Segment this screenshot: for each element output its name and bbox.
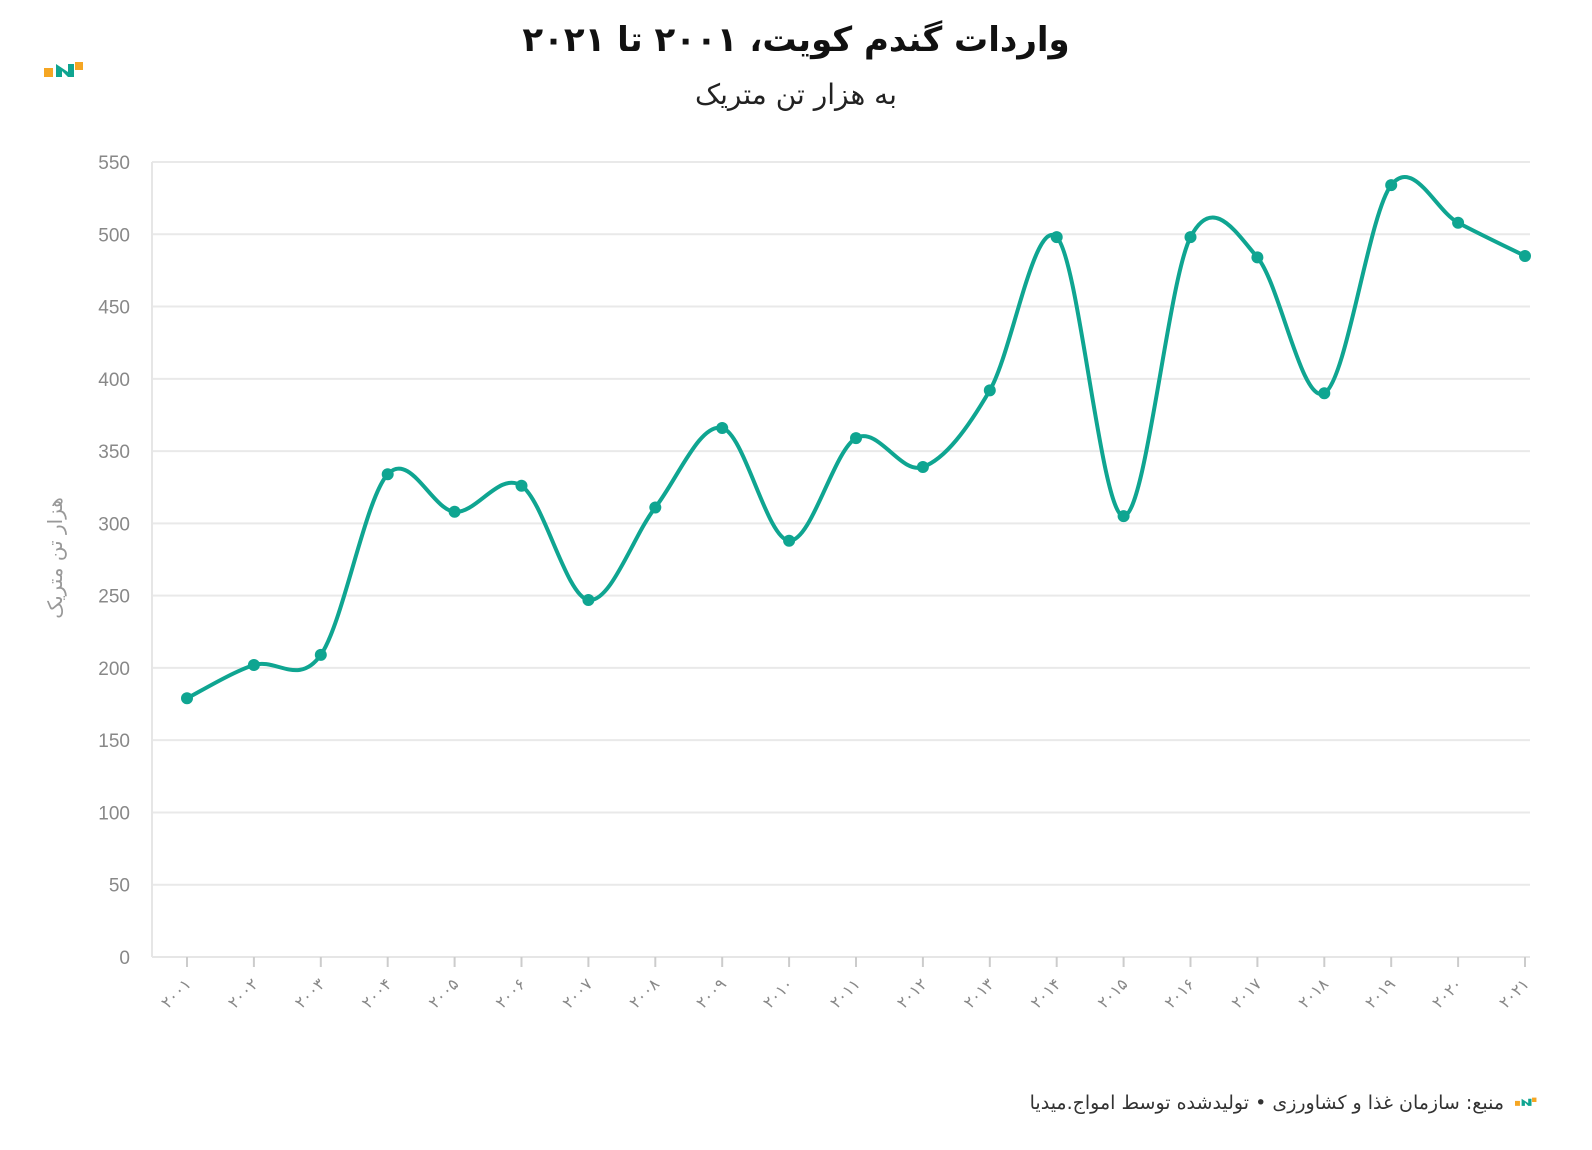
- y-tick-label: 100: [98, 803, 130, 824]
- x-tick-label: ۲۰۰۷: [558, 974, 596, 1012]
- chart-title: واردات گندم کویت، ۲۰۰۱ تا ۲۰۲۱: [522, 20, 1070, 60]
- x-tick-label: ۲۰۲۰: [1428, 974, 1466, 1012]
- x-tick-label: ۲۰۱۰: [759, 974, 797, 1012]
- data-point[interactable]: [181, 692, 193, 705]
- data-point[interactable]: [1385, 179, 1398, 192]
- x-tick-label: ۲۰۱۶: [1161, 974, 1199, 1012]
- x-axis: ۲۰۰۱ ۲۰۰۲ ۲۰۰۳ ۲۰۰۴ ۲۰۰۵ ۲۰۰۶ ۲۰۰۷ ۲۰۰۸ ۲۰۰۹ ۲۰۱۰…: [157, 957, 1533, 1012]
- data-point[interactable]: [448, 505, 461, 518]
- data-point[interactable]: [1117, 510, 1130, 523]
- data-point[interactable]: [916, 460, 929, 473]
- x-tick-label: ۲۰۰۶: [492, 974, 530, 1012]
- y-tick-label: 500: [98, 225, 130, 246]
- data-point[interactable]: [850, 432, 862, 445]
- y-tick-label: 400: [98, 370, 130, 391]
- data-point[interactable]: [1251, 251, 1264, 264]
- x-tick-label: ۲۰۰۸: [625, 974, 663, 1012]
- data-point[interactable]: [314, 648, 327, 661]
- x-tick-label: ۲۰۱۵: [1094, 974, 1132, 1012]
- x-tick-label: ۲۰۱۸: [1294, 974, 1332, 1012]
- x-tick-label: ۲۰۰۴: [358, 974, 396, 1012]
- data-point[interactable]: [1452, 216, 1465, 229]
- data-point[interactable]: [1318, 387, 1331, 400]
- footer-logo-icon: [1515, 1097, 1537, 1106]
- series-line: [185, 175, 1527, 701]
- gridlines: [151, 161, 1530, 958]
- data-point[interactable]: [247, 659, 260, 672]
- x-tick-label: ۲۰۲۱: [1495, 974, 1533, 1012]
- x-tick-label: ۲۰۱۱: [826, 974, 864, 1012]
- data-point[interactable]: [783, 534, 796, 547]
- data-point[interactable]: [1519, 249, 1531, 262]
- x-tick-label: ۲۰۰۹: [692, 974, 730, 1012]
- x-tick-label: ۲۰۱۳: [960, 974, 998, 1012]
- x-tick-label: ۲۰۱۹: [1361, 974, 1399, 1012]
- y-tick-label: 450: [98, 298, 130, 319]
- source-note: منبع: سازمان غذا و کشاورزی • تولیدشده تو…: [1029, 1092, 1504, 1114]
- y-tick-label: 150: [98, 731, 130, 752]
- data-point[interactable]: [716, 421, 729, 434]
- y-tick-label: 250: [98, 587, 130, 608]
- y-axis-title: هزار تن متریک: [43, 497, 67, 619]
- x-tick-label: ۲۰۰۵: [425, 974, 463, 1012]
- data-point[interactable]: [1184, 231, 1197, 244]
- data-point[interactable]: [983, 384, 996, 397]
- x-tick-label: ۲۰۰۳: [291, 974, 329, 1012]
- x-tick-label: ۲۰۰۱: [157, 974, 195, 1012]
- chart-subtitle: به هزار تن متریک: [695, 78, 897, 111]
- y-tick-label: 550: [98, 153, 130, 174]
- brand-logo-icon: [44, 62, 83, 77]
- y-tick-label: 200: [98, 659, 130, 680]
- y-tick-label: 50: [109, 876, 130, 897]
- x-tick-label: ۲۰۱۷: [1227, 974, 1265, 1012]
- y-tick-label: 0: [119, 948, 130, 969]
- y-tick-label: 300: [98, 514, 130, 535]
- y-tick-label: 350: [98, 442, 130, 463]
- data-point[interactable]: [381, 468, 394, 481]
- data-point[interactable]: [515, 479, 528, 492]
- series-points: [181, 179, 1531, 705]
- x-tick-label: ۲۰۰۲: [224, 974, 262, 1012]
- y-axis-ticks: 0 50 100 150 200 250 300 350 400 450 500 550: [98, 153, 130, 969]
- x-tick-label: ۲۰۱۲: [893, 974, 931, 1012]
- x-tick-label: ۲۰۱۴: [1027, 974, 1065, 1012]
- data-point[interactable]: [649, 501, 662, 514]
- data-point[interactable]: [1050, 231, 1063, 244]
- data-point[interactable]: [582, 593, 595, 606]
